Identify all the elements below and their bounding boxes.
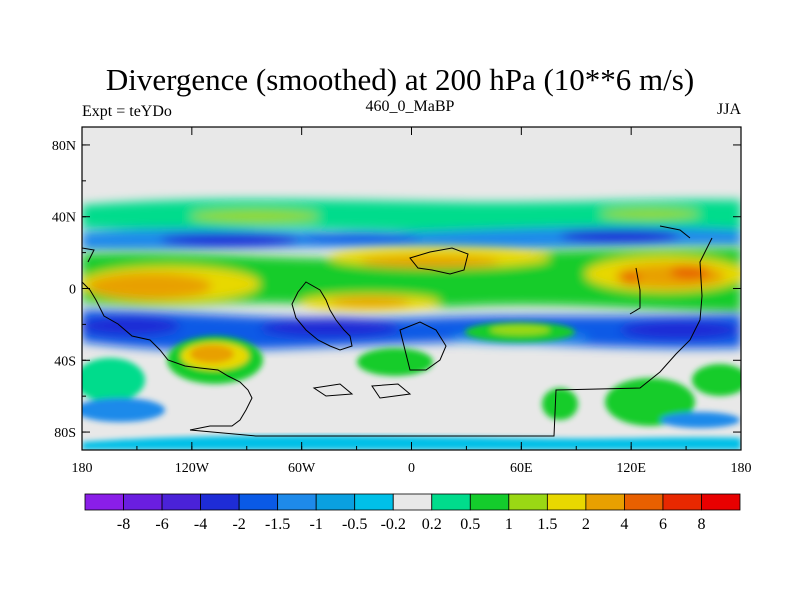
x-tick-label: 180 <box>731 461 752 476</box>
band-north-green <box>82 199 741 234</box>
season-label: JJA <box>716 101 741 118</box>
colorbar-swatch <box>238 493 279 511</box>
colorbar-swatch <box>200 493 240 511</box>
south-blue-core-3 <box>620 320 740 340</box>
tropics-green <box>82 248 741 312</box>
band-north-yellow <box>190 210 320 222</box>
tropics-orange-west <box>88 273 212 299</box>
colorbar-swatch <box>701 493 741 511</box>
colorbar-label: 6 <box>659 516 667 533</box>
coast-australia <box>82 281 253 431</box>
y-tick-label: 40N <box>52 211 76 226</box>
x-tick-label: 120W <box>175 461 210 476</box>
colorbar-label: -2 <box>232 516 245 533</box>
x-tick-label: 120E <box>616 461 646 476</box>
divergence-field <box>82 127 741 450</box>
colorbar-label: -0.5 <box>342 516 367 533</box>
colorbar-label: -1.5 <box>265 516 290 533</box>
colorbar-swatch <box>469 493 510 511</box>
colorbar-swatch <box>84 493 124 511</box>
colorbar-label: 0.2 <box>422 516 442 533</box>
x-tick-label: 60W <box>288 461 316 476</box>
coast-africa <box>409 247 469 275</box>
coast-islands <box>312 383 412 399</box>
x-tick-label: 60E <box>510 461 533 476</box>
colorbar-label: -1 <box>310 516 323 533</box>
tropics-red-east <box>670 265 710 279</box>
y-tick-label: 80S <box>54 426 76 441</box>
south-blue-core-1 <box>82 316 180 336</box>
x-tick-label: 180 <box>72 461 93 476</box>
colorbar: -8 -6 -4 -2 -1.5 -1 -0.5 -0.2 0.2 0.5 1 1.5 2 4 6 8 <box>84 493 741 533</box>
blue-core-3 <box>560 229 680 243</box>
chart-title: Divergence (smoothed) at 200 hPa (10**6 … <box>105 62 695 97</box>
blob-s-pacific-orange <box>190 345 234 363</box>
colorbar-swatch <box>354 493 394 511</box>
blob-sw-green <box>82 358 145 402</box>
colorbar-label: 2 <box>582 516 590 533</box>
blob-se-green-2 <box>605 378 695 426</box>
coast-s-america <box>291 281 353 351</box>
blob-s-atl-green <box>357 348 433 376</box>
coast-southern <box>399 321 447 371</box>
experiment-label: Expt = teYDo <box>82 103 172 120</box>
y-tick-label: 80N <box>52 139 76 154</box>
colorbar-label: -6 <box>155 516 168 533</box>
colorbar-swatch <box>315 493 356 511</box>
coast-east-asia <box>629 225 691 315</box>
tropics-orange-central <box>330 297 410 307</box>
y-tick-label: 0 <box>69 283 76 298</box>
blob-se-green <box>542 388 578 420</box>
colorbar-label: -4 <box>194 516 207 533</box>
blob-se-blue <box>660 412 740 428</box>
south-blue-core-2 <box>260 318 400 338</box>
coastlines <box>82 225 713 437</box>
colorbar-swatch <box>161 493 201 511</box>
blob-s-atl-yellow <box>490 325 550 335</box>
blob-sw-blue <box>82 398 165 422</box>
y-tick-label: 40S <box>54 354 76 369</box>
coast-antarctica <box>189 237 713 437</box>
colorbar-swatch <box>585 493 625 511</box>
colorbar-label: 8 <box>697 516 705 533</box>
colorbar-label: 1.5 <box>537 516 557 533</box>
colorbar-swatch <box>392 493 433 511</box>
colorbar-swatch <box>431 493 471 511</box>
colorbar-swatch <box>624 493 664 511</box>
blue-core-1 <box>160 233 300 247</box>
colorbar-label: -8 <box>117 516 130 533</box>
band-north-yellow-2 <box>600 209 700 219</box>
colorbar-swatch <box>546 493 587 511</box>
tropics-orange-atl <box>360 256 500 268</box>
colorbar-swatch <box>508 493 548 511</box>
coast-west <box>82 247 95 263</box>
blob-se-green-3 <box>692 364 741 396</box>
colorbar-label: -0.2 <box>381 516 406 533</box>
colorbar-swatch <box>277 493 317 511</box>
x-tick-label: 0 <box>408 461 415 476</box>
tropics-red-east-2 <box>620 272 640 284</box>
colorbar-label: 1 <box>505 516 513 533</box>
run-label: 460_0_MaBP <box>365 98 455 115</box>
colorbar-swatch <box>662 493 702 511</box>
colorbar-label: 4 <box>620 516 628 533</box>
colorbar-swatch <box>123 493 163 511</box>
colorbar-label: 0.5 <box>460 516 480 533</box>
blue-core-2 <box>300 232 420 244</box>
axis-ticks <box>81 127 742 450</box>
